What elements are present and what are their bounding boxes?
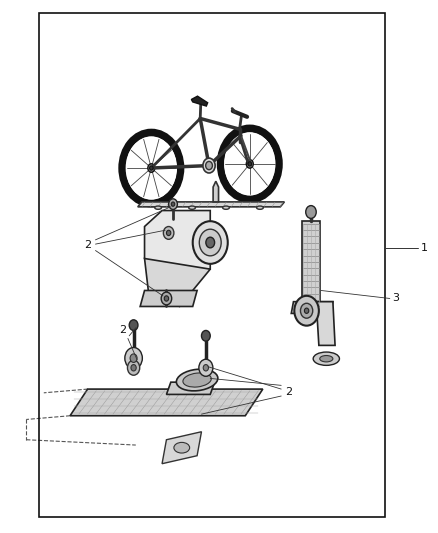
Ellipse shape [189,206,195,209]
Polygon shape [213,181,219,202]
Circle shape [201,330,210,341]
Text: 2: 2 [286,387,293,397]
Ellipse shape [223,206,230,209]
Polygon shape [70,389,263,416]
Circle shape [199,229,221,256]
Circle shape [193,221,228,264]
Polygon shape [140,290,197,306]
Circle shape [163,227,174,239]
Ellipse shape [257,206,263,209]
Ellipse shape [313,352,339,366]
Polygon shape [145,259,210,306]
Polygon shape [166,382,215,394]
Circle shape [148,164,155,172]
Polygon shape [138,202,284,207]
Circle shape [150,166,153,170]
Polygon shape [316,302,335,345]
Polygon shape [291,302,333,313]
Polygon shape [145,211,210,269]
Text: 2: 2 [84,240,91,250]
Circle shape [206,161,212,169]
Ellipse shape [320,356,333,362]
Ellipse shape [155,206,162,209]
Circle shape [246,160,253,168]
Text: 2: 2 [119,326,126,335]
Ellipse shape [183,373,211,387]
Circle shape [127,360,140,375]
Circle shape [203,365,208,371]
Circle shape [130,354,137,362]
Circle shape [300,303,313,318]
Circle shape [125,348,142,369]
Circle shape [304,308,309,313]
Text: 1: 1 [420,243,427,253]
Text: 3: 3 [392,294,399,303]
Circle shape [199,359,213,376]
Circle shape [248,162,251,166]
Circle shape [161,292,172,305]
Circle shape [203,158,215,173]
Polygon shape [162,432,201,464]
Circle shape [294,296,319,326]
FancyBboxPatch shape [302,221,320,309]
Circle shape [166,230,171,236]
Circle shape [164,296,169,301]
Circle shape [131,365,136,371]
Circle shape [129,320,138,330]
Circle shape [306,206,316,219]
Ellipse shape [177,369,218,391]
Circle shape [206,237,215,248]
Ellipse shape [174,442,190,453]
Circle shape [171,202,175,206]
Circle shape [224,133,276,195]
Circle shape [169,199,177,209]
Polygon shape [191,96,208,106]
Circle shape [126,137,177,199]
